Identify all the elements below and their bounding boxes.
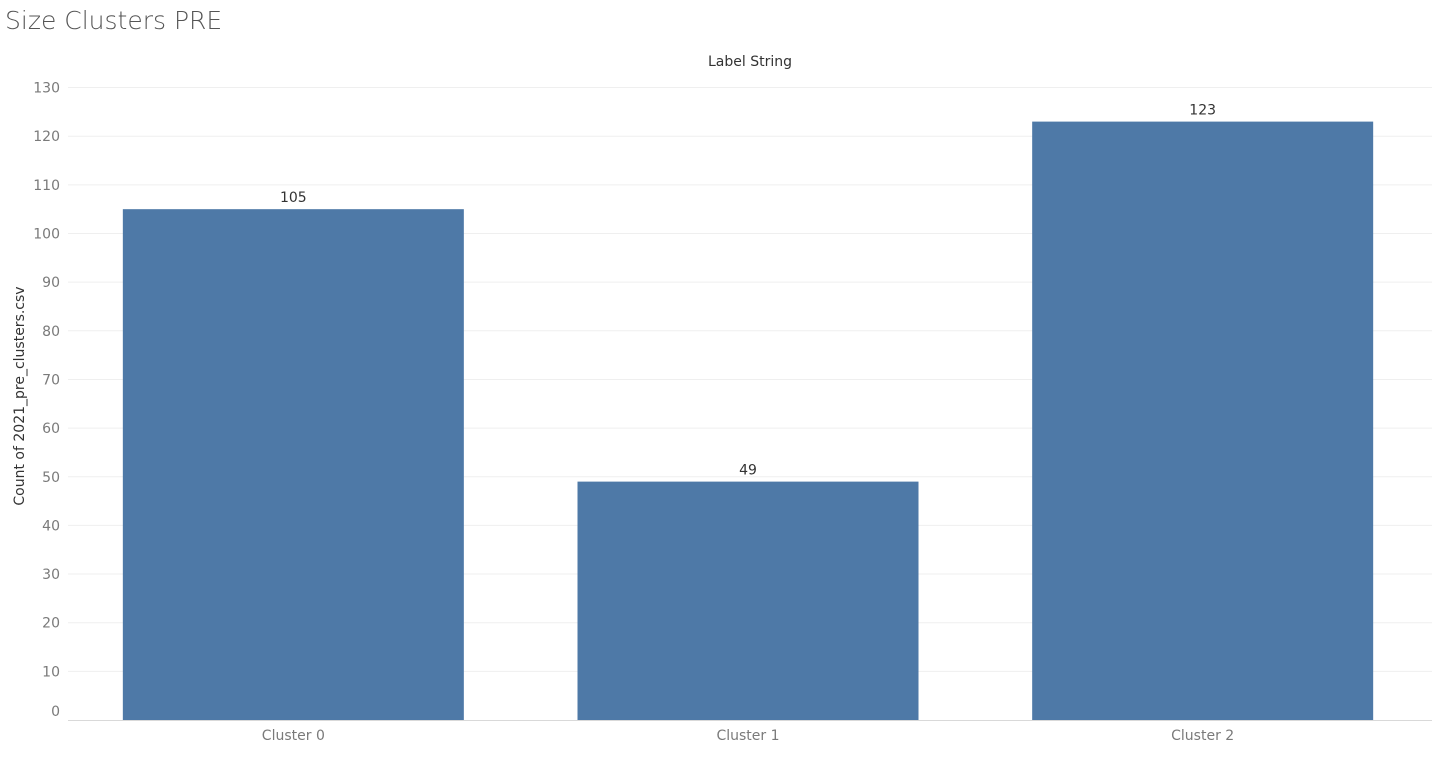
y-tick-label: 0 [51,704,60,720]
data-label: 49 [739,463,757,479]
data-labels: 105 49 123 [280,103,1216,479]
data-label: 123 [1189,103,1216,119]
x-tick-label: Cluster 1 [716,728,779,744]
sheet-title: Size Clusters PRE [5,6,223,35]
y-axis-label: Count of 2021_pre_clusters.csv [12,286,28,505]
chart-title: Label String [708,54,792,70]
y-axis-ticks: 0 10 20 30 40 50 60 70 80 90 100 110 120 130 [33,81,60,720]
y-tick-label: 70 [42,372,60,388]
data-label: 105 [280,190,307,206]
y-tick-label: 30 [42,567,60,583]
y-tick-label: 40 [42,518,60,534]
y-tick-label: 20 [42,616,60,632]
y-tick-label: 110 [33,178,60,194]
bar-cluster-0[interactable] [122,209,464,721]
y-tick-label: 100 [33,227,60,243]
y-tick-label: 80 [42,324,60,340]
bars [122,121,1374,721]
y-tick-label: 50 [42,470,60,486]
x-tick-label: Cluster 0 [262,728,325,744]
x-axis-ticks: Cluster 0 Cluster 1 Cluster 2 [262,728,1234,744]
bar-cluster-1[interactable] [577,481,919,720]
y-tick-label: 10 [42,664,60,680]
x-tick-label: Cluster 2 [1171,728,1234,744]
y-tick-label: 60 [42,421,60,437]
y-tick-label: 120 [33,129,60,145]
bar-cluster-2[interactable] [1032,121,1374,721]
y-tick-label: 90 [42,275,60,291]
y-tick-label: 130 [33,81,60,97]
